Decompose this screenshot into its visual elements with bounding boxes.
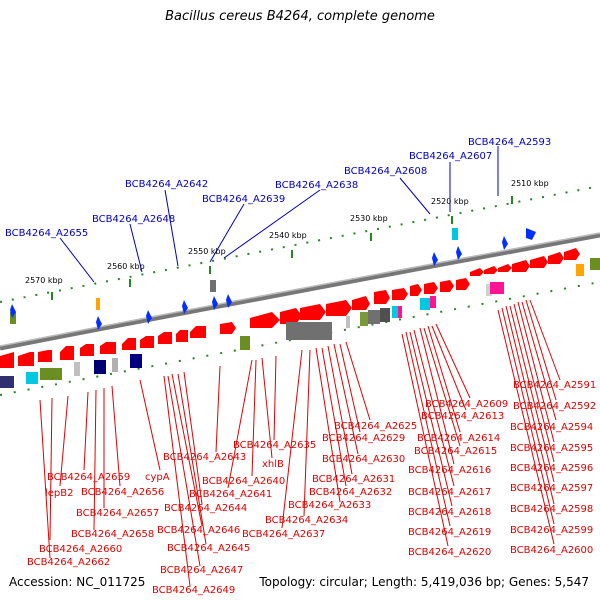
genome-backbone (0, 232, 600, 351)
accession-text: Accession: NC_011725 (9, 575, 146, 589)
gene-label: xhlB (262, 459, 284, 470)
genome-summary-text: Topology: circular; Length: 5,419,036 bp… (259, 575, 589, 589)
gene-label: BCB4264_A2631 (312, 474, 395, 485)
gene-label: BCB4264_A2639 (202, 194, 285, 205)
gene-label: BCB4264_A2615 (414, 446, 497, 457)
forward-genes (220, 248, 580, 334)
gene-label: BCB4264_A2642 (125, 179, 208, 190)
tick-label: 2540 kbp (269, 231, 307, 240)
gene-label: BCB4264_A2620 (408, 547, 491, 558)
gene-label: BCB4264_A2649 (152, 585, 235, 596)
gene-label: BCB4264_A2619 (408, 527, 491, 538)
gene-label: BCB4264_A2645 (167, 543, 250, 554)
feature-boxes (0, 228, 600, 388)
gene-label: BCB4264_A2591 (513, 380, 596, 391)
gene-label: BCB4264_A2633 (288, 500, 371, 511)
gene-label: cypA (145, 472, 170, 483)
gene-label: BCB4264_A2658 (71, 529, 154, 540)
gene-label: BCB4264_A2647 (160, 565, 243, 576)
genome-backbone-highlight (0, 232, 600, 347)
gene-label: BCB4264_A2617 (408, 487, 491, 498)
gene-label: BCB4264_A2592 (513, 401, 596, 412)
gene-label: BCB4264_A2625 (334, 421, 417, 432)
gene-label: BCB4264_A2638 (275, 180, 358, 191)
genome-title: Bacillus cereus B4264, complete genome (165, 9, 435, 24)
gene-label: BCB4264_A2632 (309, 487, 392, 498)
gene-label: BCB4264_A2614 (417, 433, 500, 444)
gene-label: BCB4264_A2643 (163, 452, 246, 463)
gene-label: BCB4264_A2594 (510, 422, 593, 433)
gene-label: BCB4264_A2662 (27, 557, 110, 568)
gene-label: BCB4264_A2648 (92, 214, 175, 225)
gene-label: lepB2 (45, 488, 74, 499)
gene-label: BCB4264_A2613 (421, 411, 504, 422)
gene-label: BCB4264_A2659 (47, 472, 130, 483)
red-leaders (39, 299, 561, 587)
gene-label: BCB4264_A2635 (233, 440, 316, 451)
gene-label: BCB4264_A2597 (510, 483, 593, 494)
gene-label: BCB4264_A2607 (409, 151, 492, 162)
gene-label: BCB4264_A2656 (81, 487, 164, 498)
gene-label: BCB4264_A2608 (344, 166, 427, 177)
tick-labels: 2510 kbp 2520 kbp 2530 kbp 2540 kbp 2550… (25, 179, 549, 285)
gene-label: BCB4264_A2640 (202, 476, 285, 487)
gene-label: BCB4264_A2599 (510, 525, 593, 536)
tick-label: 2570 kbp (25, 276, 63, 285)
gene-label: BCB4264_A2595 (510, 443, 593, 454)
gene-label: BCB4264_A2630 (322, 454, 405, 465)
tick-label: 2560 kbp (107, 262, 145, 271)
tick-label: 2550 kbp (188, 247, 226, 256)
inner-tick-track (0, 281, 600, 396)
gene-label: BCB4264_A2637 (242, 529, 325, 540)
gene-label: BCB4264_A2598 (510, 504, 593, 515)
gene-label: BCB4264_A2596 (510, 463, 593, 474)
red-gene-labels: BCB4264_A2591 BCB4264_A2592 BCB4264_A259… (27, 380, 596, 596)
tick-label: 2510 kbp (511, 179, 549, 188)
gene-label: BCB4264_A2634 (265, 515, 348, 526)
gene-label: BCB4264_A2655 (5, 228, 88, 239)
reverse-genes (0, 326, 206, 368)
tick-label: 2530 kbp (350, 214, 388, 223)
gene-label: BCB4264_A2629 (322, 433, 405, 444)
blue-leaders (59, 146, 499, 283)
gene-label: BCB4264_A2660 (39, 544, 122, 555)
blue-gene-labels: BCB4264_A2593 BCB4264_A2607 BCB4264_A260… (5, 137, 551, 239)
outer-tick-track (0, 185, 600, 303)
blue-markers (10, 228, 536, 330)
gene-label: BCB4264_A2618 (408, 507, 491, 518)
gene-label: BCB4264_A2616 (408, 465, 491, 476)
gene-label: BCB4264_A2593 (468, 137, 551, 148)
major-ticks (51, 196, 513, 300)
gene-label: BCB4264_A2657 (76, 508, 159, 519)
gene-label: BCB4264_A2644 (164, 503, 247, 514)
gene-label: BCB4264_A2609 (425, 399, 508, 410)
gene-label: BCB4264_A2600 (510, 545, 593, 556)
gene-label: BCB4264_A2646 (157, 525, 240, 536)
gene-label: BCB4264_A2641 (189, 489, 272, 500)
